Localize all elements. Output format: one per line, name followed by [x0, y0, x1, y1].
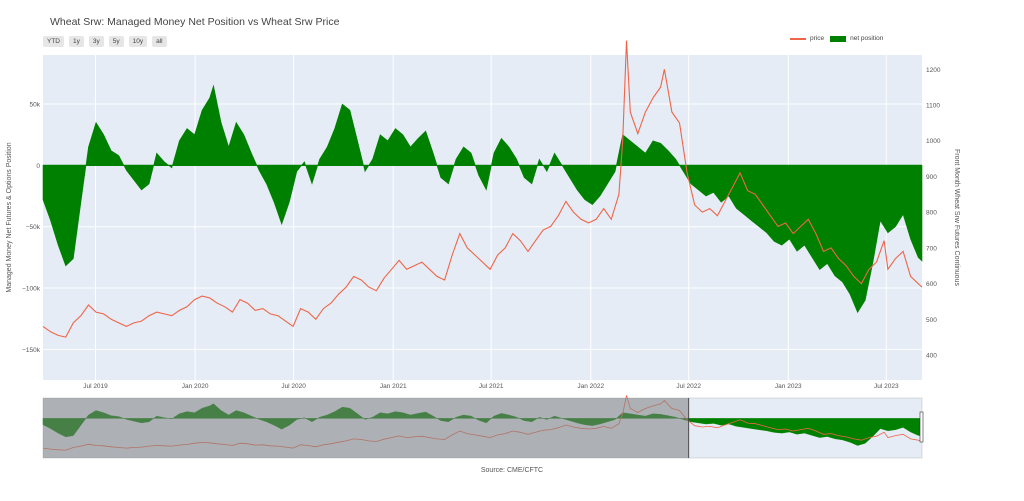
price-line — [42, 40, 923, 338]
y-right-tick-label: 1100 — [926, 103, 940, 110]
y-left-tick-label: −50k — [26, 224, 41, 231]
y-right-tick-label: 1000 — [926, 138, 941, 145]
source-note: Source: CME/CFTC — [480, 467, 544, 474]
x-tick-label: Jul 2020 — [281, 383, 306, 390]
legend: price net position — [790, 35, 883, 42]
x-tick-label: Jul 2022 — [676, 383, 701, 390]
x-tick-label: Jan 2023 — [775, 383, 802, 390]
legend-net-position-swatch — [830, 35, 847, 42]
y-right-tick-label: 400 — [926, 353, 937, 360]
y-right-tick-label: 900 — [926, 174, 937, 181]
legend-item-net-position[interactable]: net position — [830, 35, 883, 42]
y-right-tick-label: 1200 — [926, 67, 941, 74]
net-position-area — [42, 84, 923, 314]
y-right-tick-label: 500 — [926, 317, 937, 324]
x-tick-label: Jul 2019 — [83, 383, 108, 390]
y-left-axis-title: Managed Money Net Futures & Options Posi… — [6, 142, 13, 292]
range-button-5y[interactable]: 5y — [108, 36, 124, 47]
x-tick-label: Jan 2022 — [577, 383, 604, 390]
range-slider-mask — [43, 398, 689, 458]
range-button-all[interactable]: all — [152, 36, 167, 47]
legend-price-label: price — [810, 35, 825, 42]
chart-title: Wheat Srw: Managed Money Net Position vs… — [50, 16, 340, 28]
x-tick-label: Jan 2021 — [380, 383, 407, 390]
y-right-axis-title: Front Month Wheat Srw Futures Continuous — [953, 149, 960, 286]
legend-item-price[interactable]: price — [790, 35, 824, 42]
range-button-10y[interactable]: 10y — [128, 36, 148, 47]
y-right-tick-label: 800 — [926, 210, 937, 217]
range-handle-right — [919, 411, 924, 443]
x-tick-label: Jan 2020 — [182, 383, 209, 390]
range-button-1y[interactable]: 1y — [69, 36, 84, 47]
main-plot: Jul 2019 Jan 2020 Jul 2020 Jan 2021 Jul 2021… — [6, 40, 960, 390]
range-button-3y[interactable]: 3y — [88, 36, 104, 47]
range-button-ytd[interactable]: YTD — [43, 36, 64, 47]
range-selector-buttons: YTD 1y 3y 5y 10y all — [43, 36, 167, 47]
y-left-tick-label: −100k — [22, 286, 41, 293]
y-left-tick-label: 50k — [30, 102, 41, 109]
y-left-tick-label: −150k — [22, 347, 41, 354]
legend-price-swatch — [790, 37, 806, 40]
x-tick-label: Jul 2021 — [479, 383, 504, 390]
y-right-tick-label: 600 — [926, 281, 937, 288]
range-slider[interactable] — [42, 395, 924, 459]
x-tick-label: Jul 2023 — [874, 383, 899, 390]
legend-net-position-label: net position — [850, 35, 884, 42]
y-left-tick-label: 0 — [36, 163, 40, 170]
y-right-tick-label: 700 — [926, 245, 937, 252]
